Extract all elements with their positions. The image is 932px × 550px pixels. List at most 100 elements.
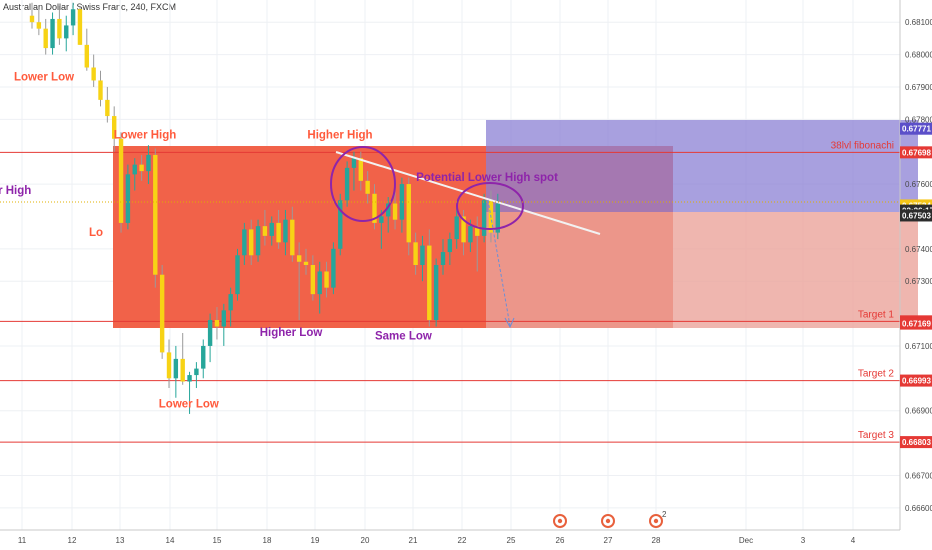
candle-body: [77, 9, 83, 45]
candle: [447, 232, 453, 265]
candle: [262, 209, 268, 246]
candle-body: [475, 226, 480, 236]
candle: [153, 148, 158, 288]
candle: [475, 216, 480, 272]
candle-body: [187, 375, 192, 382]
candle-body: [166, 352, 172, 379]
candle: [118, 132, 124, 233]
candle-body: [214, 320, 220, 327]
candle: [180, 332, 185, 385]
x-tick-label: 14: [166, 536, 175, 545]
candle: [36, 9, 42, 36]
price-tag: 0.66993: [900, 374, 932, 387]
drawings: [0, 146, 900, 329]
price-tags: 0.677710.676980.6753402:26:170.675030.67…: [900, 122, 932, 449]
candle: [406, 177, 411, 256]
candle: [207, 313, 213, 363]
price-tag: 0.67503: [900, 209, 932, 222]
candle: [440, 239, 446, 275]
candle: [413, 232, 418, 275]
candle-body: [331, 248, 336, 288]
candle: [242, 222, 247, 265]
candle: [159, 265, 165, 359]
economic-event-2[interactable]: [601, 514, 615, 528]
x-tick-label: 27: [604, 536, 613, 545]
event-icon-dot: [557, 518, 563, 524]
candle-body: [194, 368, 199, 376]
annotation-label: Higher High: [307, 130, 372, 142]
annotation-label: Higher Low: [260, 327, 323, 339]
candles: [29, 2, 500, 414]
candle: [283, 209, 288, 256]
candle-body: [296, 255, 302, 262]
candle: [454, 206, 459, 249]
x-tick-label: 25: [507, 536, 516, 545]
y-tick-label: 0.66700: [905, 471, 932, 480]
level-label: Target 1: [858, 309, 895, 320]
candle: [125, 164, 131, 230]
event-icon-dot: [605, 518, 611, 524]
x-tick-label: Dec: [739, 536, 753, 545]
candle-body: [406, 184, 411, 243]
candle-body: [255, 226, 261, 256]
economic-event-1[interactable]: [553, 514, 567, 528]
candle: [228, 287, 233, 327]
candle: [98, 70, 103, 107]
candle: [249, 219, 254, 265]
candle-body: [228, 294, 233, 311]
candle-body: [413, 242, 418, 265]
candle-body: [262, 226, 268, 236]
x-tick-label: 4: [851, 536, 856, 545]
candle-body: [153, 154, 158, 275]
candle: [399, 177, 405, 233]
candle: [29, 2, 35, 29]
candle-body: [29, 15, 35, 23]
x-tick-label: 12: [68, 536, 77, 545]
candle: [386, 197, 391, 233]
candle: [358, 151, 363, 191]
price-tag: 0.67771: [900, 122, 932, 135]
economic-event-3[interactable]: 2: [649, 510, 667, 528]
candle: [303, 248, 309, 275]
candle: [365, 171, 370, 204]
candle-body: [84, 44, 89, 68]
price-tag-bg: [900, 317, 932, 330]
price-tag-bg: [900, 209, 932, 222]
candle-body: [201, 345, 206, 369]
y-tick-label: 0.68000: [905, 51, 932, 60]
candle: [194, 362, 199, 389]
price-tag-bg: [900, 436, 932, 449]
x-tick-label: 21: [409, 536, 418, 545]
candle-body: [495, 203, 500, 233]
candle: [427, 229, 432, 327]
candle-body: [399, 184, 405, 220]
event-markers[interactable]: 2: [553, 510, 667, 528]
candle-body: [70, 9, 76, 26]
x-tick-label: 13: [116, 536, 125, 545]
candle-body: [481, 200, 487, 236]
candle: [433, 258, 439, 327]
candle-body: [64, 25, 69, 39]
candle-body: [372, 193, 377, 223]
candle-body: [461, 216, 466, 243]
candle-body: [440, 252, 446, 265]
candle-body: [468, 226, 473, 243]
candle: [57, 6, 62, 45]
candle-body: [447, 239, 453, 253]
annotation-label: Lo: [89, 227, 103, 239]
x-tick-label: 18: [263, 536, 272, 545]
candle-body: [180, 358, 185, 382]
candle-body: [242, 229, 247, 256]
price-tag-label: 0.67698: [902, 148, 931, 157]
candle: [214, 307, 220, 340]
candle-body: [303, 261, 309, 265]
event-count: 2: [662, 510, 667, 519]
price-tag: 0.67698: [900, 146, 932, 159]
x-tick-label: 28: [652, 536, 661, 545]
candle: [461, 209, 466, 256]
candle: [139, 154, 144, 181]
chart-title: Australian Dollar / Swiss Franc, 240, FX…: [3, 2, 177, 12]
candle-body: [221, 310, 226, 327]
x-tick-label: 22: [458, 536, 467, 545]
